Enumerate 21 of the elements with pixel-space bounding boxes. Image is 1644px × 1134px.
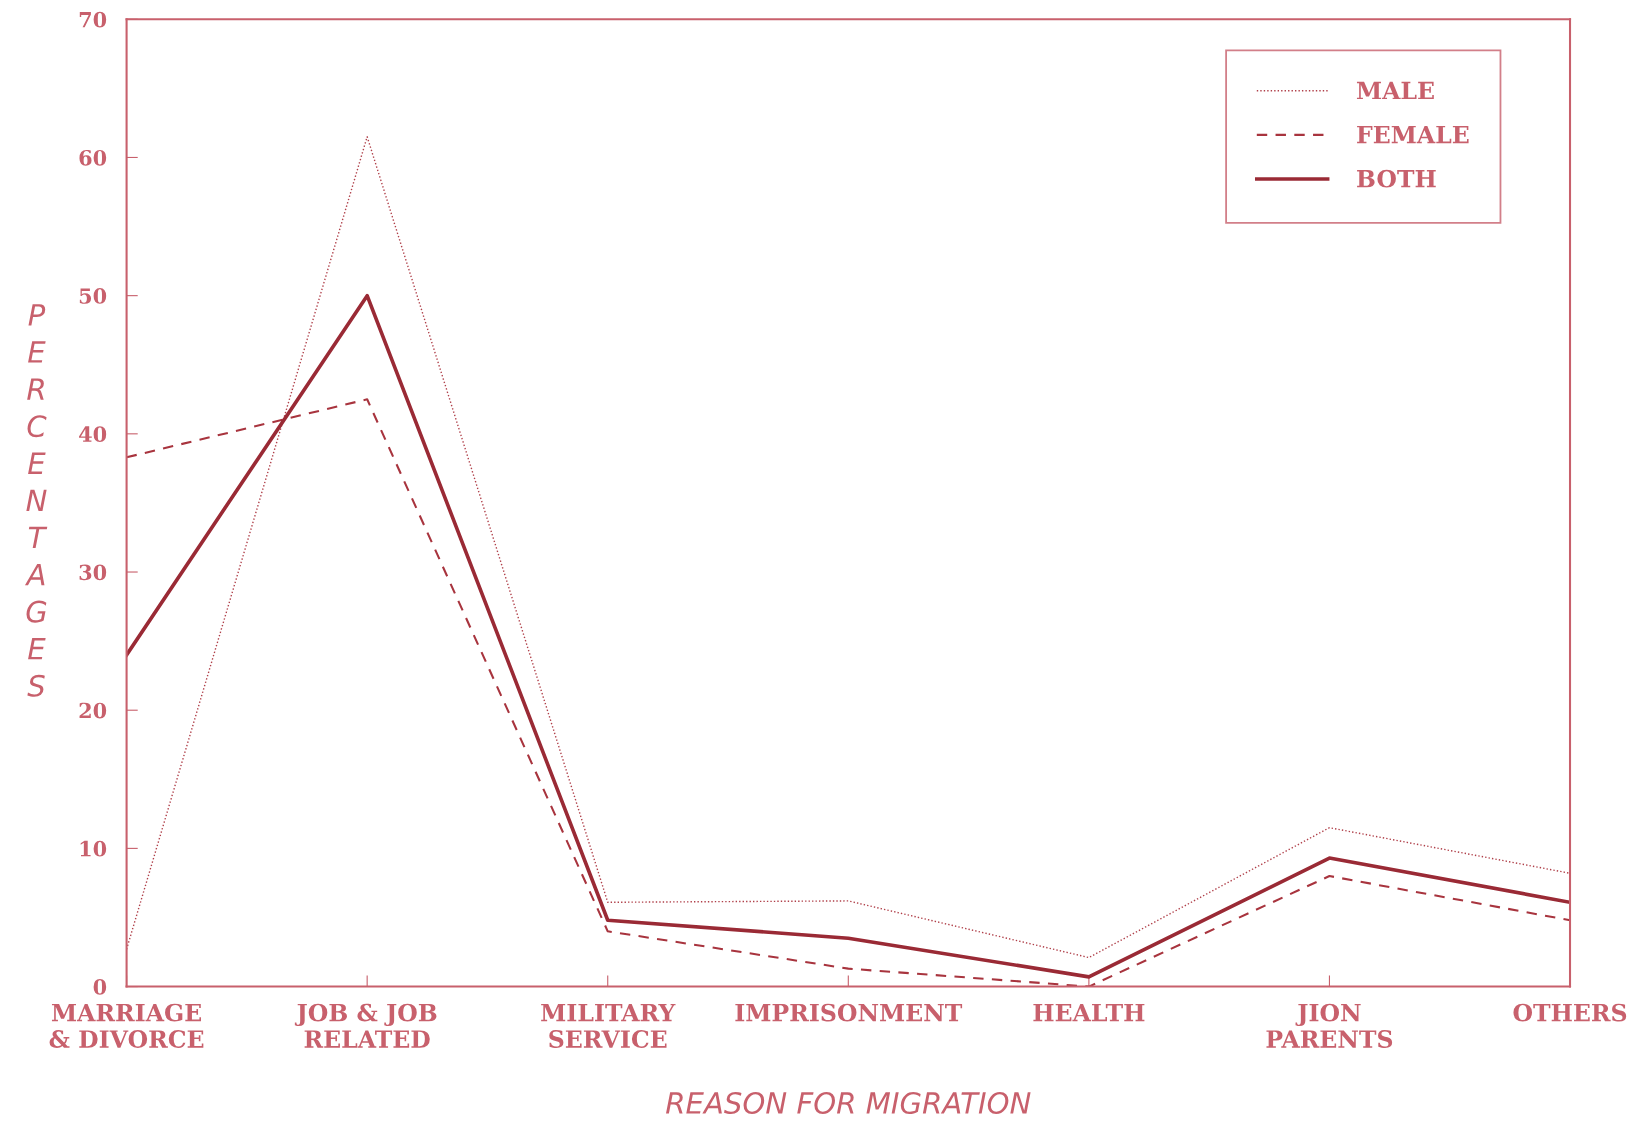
y-tick-label: 60 bbox=[79, 149, 107, 166]
x-tick-label: OTHERS bbox=[1513, 1003, 1627, 1022]
x-tick-label: HEALTH bbox=[1033, 1003, 1145, 1022]
y-tick-label: 40 bbox=[79, 426, 107, 443]
y-tick-label: 0 bbox=[93, 979, 107, 995]
x-axis-title: REASON FOR MIGRATION bbox=[666, 1091, 1031, 1114]
legend-label: MALE bbox=[1356, 81, 1434, 100]
x-tick-label: JOB & JOB RELATED bbox=[294, 1003, 437, 1048]
y-tick-label: 50 bbox=[79, 288, 107, 304]
legend-label: BOTH bbox=[1357, 169, 1436, 188]
line-series bbox=[126, 293, 1571, 979]
x-tick-label: MILITARY SERVICE bbox=[541, 1003, 676, 1048]
text: PERCENTAGES bbox=[24, 304, 48, 697]
y-tick-label: 20 bbox=[79, 702, 107, 719]
x-tick-label: MARRIAGE & DIVORCE bbox=[49, 1003, 204, 1048]
legend-label: FEMALE bbox=[1357, 125, 1469, 144]
y-tick-label: 30 bbox=[79, 564, 107, 581]
x-tick-label: JION PARENTS bbox=[1266, 1003, 1393, 1048]
x-tick-label: IMPRISONMENT bbox=[735, 1003, 963, 1022]
y-tick-label: 70 bbox=[79, 11, 107, 28]
y-tick-label: 10 bbox=[80, 840, 107, 857]
